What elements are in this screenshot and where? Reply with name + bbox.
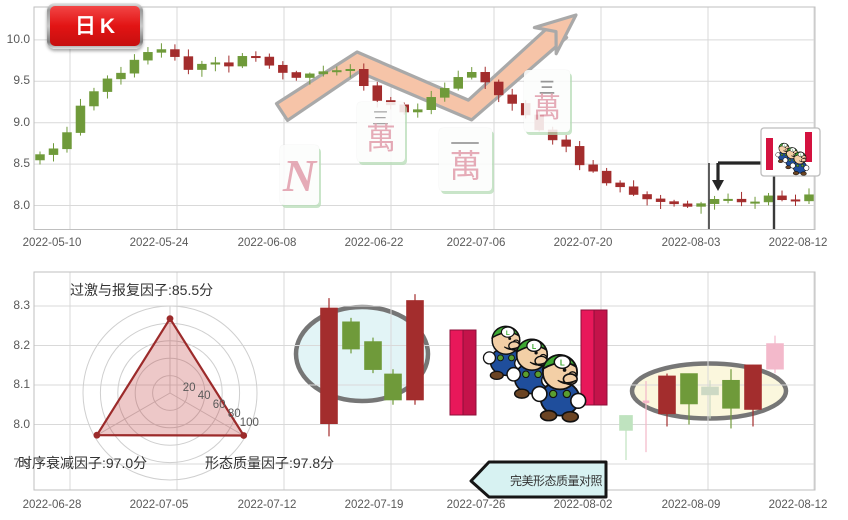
svg-text:L: L [800,153,802,157]
svg-text:L: L [506,330,510,337]
svg-text:L: L [532,343,537,351]
svg-text:L: L [560,358,565,367]
